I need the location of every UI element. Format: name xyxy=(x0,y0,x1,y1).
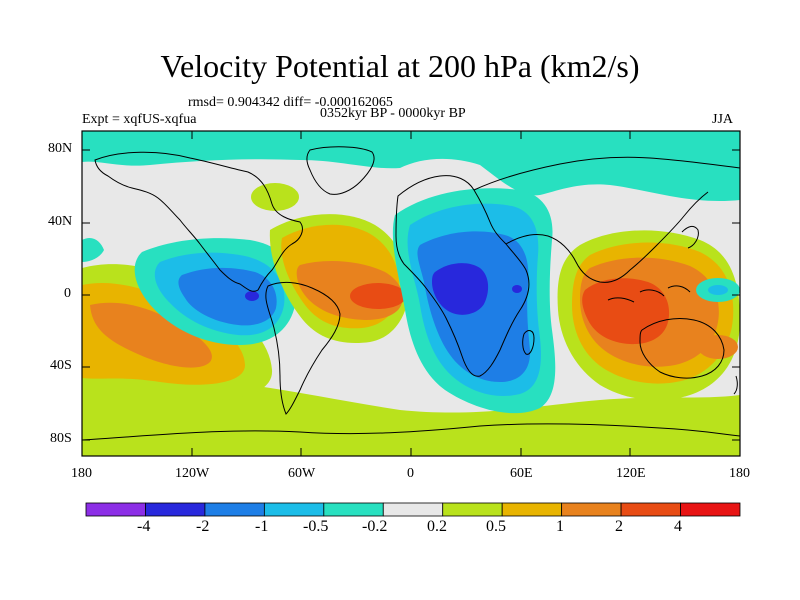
lon-tick-180w: 180 xyxy=(71,466,92,481)
atlantic-positive-core xyxy=(350,283,406,309)
lon-tick-120w: 120W xyxy=(175,466,210,481)
maritime-positive-core xyxy=(582,278,670,345)
experiment-label: Expt = xqfUS-xqfua xyxy=(82,112,197,127)
colorbar-label-5: -0.2 xyxy=(362,518,388,535)
colorbar-label-4: -0.5 xyxy=(303,518,329,535)
colorbar-swatch xyxy=(501,502,563,517)
colorbar-label-9: 2 xyxy=(615,518,623,535)
colorbar-swatch xyxy=(323,502,384,517)
coastline-indonesia xyxy=(607,285,691,303)
colorbar-swatch xyxy=(561,502,622,517)
colorbar-swatch xyxy=(680,502,741,517)
coastline-greenland xyxy=(306,146,375,195)
lon-tick-120e: 120E xyxy=(616,466,646,481)
americas-negative-core xyxy=(245,291,259,301)
colorbar-label-2: -2 xyxy=(196,518,210,535)
lat-tick-80n: 80N xyxy=(48,141,73,156)
colorbar-swatch xyxy=(263,502,325,517)
lon-tick-60w: 60W xyxy=(288,466,316,481)
coastline-antarctica xyxy=(82,423,740,441)
colorbar-label-7: 0.5 xyxy=(486,518,506,535)
colorbar-label-10: 4 xyxy=(674,518,682,535)
lon-tick-180e: 180 xyxy=(729,466,750,481)
australia-east-patch xyxy=(698,335,738,359)
contour-field xyxy=(82,131,740,456)
coastline-asia xyxy=(473,156,740,283)
pacific-west-cyan xyxy=(708,285,728,295)
lon-tick-0: 0 xyxy=(407,466,414,481)
coastline-south-america xyxy=(265,281,341,415)
indian-ocean-core xyxy=(512,285,522,293)
colorbar-label-8: 1 xyxy=(556,518,564,535)
colorbar-swatch xyxy=(204,502,265,517)
southern-band-green xyxy=(82,375,740,456)
lat-tick-40s: 40S xyxy=(50,358,72,373)
lat-tick-0: 0 xyxy=(64,286,71,301)
coastline-japan xyxy=(681,225,699,249)
map-title: Velocity Potential at 200 hPa (km2/s) xyxy=(160,48,640,84)
coastlines xyxy=(82,146,740,441)
colorbar-label-3: -1 xyxy=(255,518,269,535)
axis-ticks xyxy=(82,131,740,456)
coastline-australia xyxy=(639,317,725,379)
colorbar-swatch xyxy=(442,502,503,517)
northern-band-teal xyxy=(82,131,740,202)
period-label: 0352kyr BP - 0000kyr BP xyxy=(320,106,466,121)
left-edge-teal xyxy=(82,238,104,262)
colorbar-label-1: -4 xyxy=(137,518,151,535)
lon-tick-60e: 60E xyxy=(510,466,533,481)
colorbar-swatch xyxy=(85,502,146,517)
africa-negative-core xyxy=(432,263,489,315)
lat-tick-40n: 40N xyxy=(48,214,73,229)
coastline-north-america xyxy=(94,151,303,292)
americas-negative-blue xyxy=(178,267,277,326)
canada-patch-green xyxy=(251,183,299,211)
stats-text: rmsd= 0.904342 diff= -0.000162065 xyxy=(188,95,393,110)
coastline-europe-africa xyxy=(395,175,530,377)
colorbar-swatch xyxy=(382,502,444,517)
pacific-positive-orange xyxy=(90,302,212,368)
colorbar-label-6: 0.2 xyxy=(427,518,447,535)
colorbar-swatch xyxy=(145,502,206,517)
colorbar xyxy=(85,502,741,517)
lat-tick-80s: 80S xyxy=(50,431,72,446)
season-label: JJA xyxy=(712,112,734,127)
coastline-madagascar xyxy=(522,330,535,355)
coastline-new-zealand xyxy=(733,375,738,395)
colorbar-swatch xyxy=(620,502,681,517)
